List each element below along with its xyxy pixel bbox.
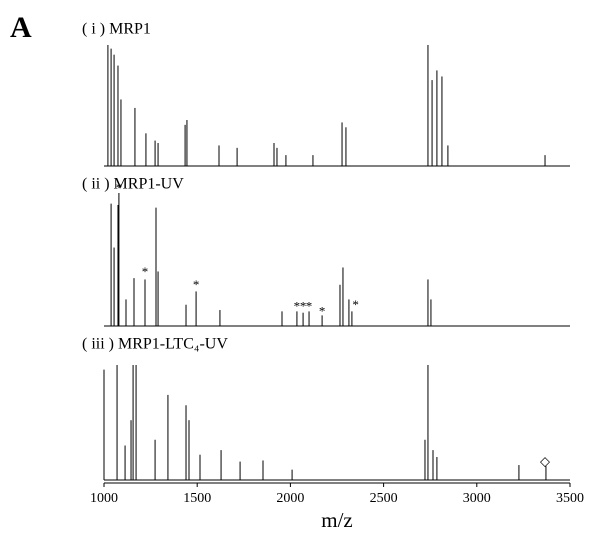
x-tick-label: 2500 [370,491,398,506]
x-tick-label: 1000 [90,491,118,506]
annotation: * [294,298,301,313]
panel-title: ( i ) MRP1 [82,21,151,38]
x-axis-label: m/z [321,508,353,532]
x-tick-label: 3500 [556,491,584,506]
annotation: * [352,297,359,312]
annotation: * [306,298,313,313]
panel-title: ( ii ) MRP1-UV [82,176,184,193]
x-tick-label: 1500 [183,491,211,506]
annotation: * [142,264,149,279]
panel-label: A [10,11,32,44]
x-tick-label: 3000 [463,491,491,506]
x-tick-label: 2000 [276,491,304,506]
annotation: * [193,277,200,292]
annotation: * [319,304,326,319]
annotation: * [300,298,307,313]
annotation: * [116,180,123,195]
panel-title: ( iii ) MRP1-LTC₄-UV [82,336,228,353]
annotation: ◇ [540,454,550,469]
